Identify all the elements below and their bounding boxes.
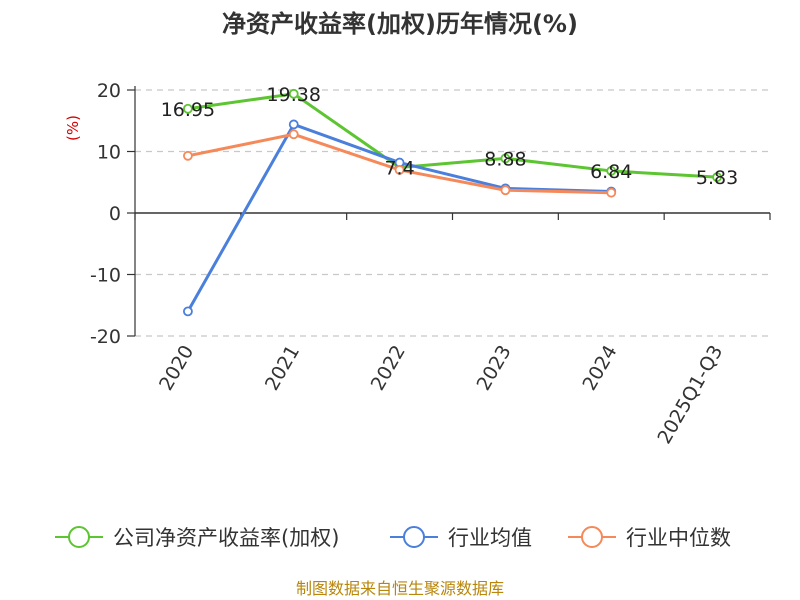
legend-marker-1 [403,526,425,548]
legend-marker-0 [68,526,90,548]
data-label: 5.83 [696,167,738,189]
y-axis-label: (%) [64,115,82,141]
data-label: 16.95 [161,99,215,121]
x-tick-label: 2023 [473,342,516,395]
y-tick-label: -20 [90,326,121,348]
series-point-2 [606,187,617,198]
data-source-note: 制图数据来自恒生聚源数据库 [296,579,504,598]
y-tick-label: 20 [97,80,121,102]
series-point-0 [500,153,511,164]
legend-marker-2 [581,526,603,548]
legend: 公司净资产收益率(加权) 行业均值 行业中位数 [55,526,731,550]
series-point-1 [288,119,299,130]
data-label: 19.38 [267,84,321,106]
data-label: 7.4 [384,157,414,179]
series-point-1 [183,306,193,317]
series-point-2 [183,150,193,161]
data-label: 8.88 [484,148,526,170]
series-point-2 [500,185,511,196]
data-label: 6.84 [590,161,632,183]
legend-label-0: 公司净资产收益率(加权) [113,526,339,550]
axes: 20 10 0 -10 -20 2020 2021 2022 2023 2024 2025Q1-Q3 [90,80,771,448]
series-point-0 [183,103,193,114]
series-point-0 [288,88,299,99]
data-labels: 16.95 19.38 7.4 8.88 6.84 5.83 [161,84,739,189]
y-tick-label: -10 [90,265,121,287]
x-tick-label: 2020 [155,342,198,395]
chart-title: 净资产收益率(加权)历年情况(%) [222,10,578,38]
series-point-2 [394,165,405,175]
x-tick-label: 2024 [578,342,621,395]
series-line-1 [186,122,612,313]
legend-label-2: 行业中位数 [626,526,731,550]
series-point-0 [712,172,722,183]
y-tick-label: 0 [109,203,121,225]
x-tick-label: 2021 [261,342,304,395]
x-tick-label: 2022 [367,342,410,395]
legend-label-1: 行业均值 [448,526,532,550]
series-lines [183,88,722,317]
series-point-2 [288,129,299,140]
series-point-0 [606,166,617,176]
y-tick-label: 10 [97,142,121,164]
series-line-0 [187,92,718,179]
grid-lines [135,89,770,337]
x-tick-label: 2025Q1-Q3 [653,342,727,448]
